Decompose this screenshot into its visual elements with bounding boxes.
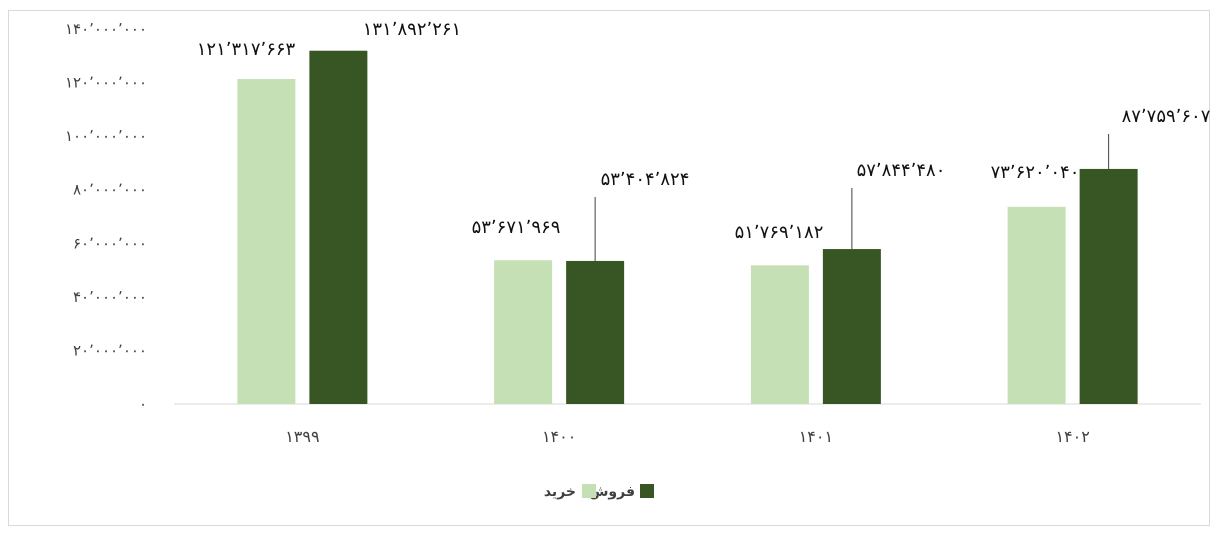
bar-kharid: [1007, 206, 1066, 404]
bar-kharid: [494, 260, 553, 404]
bar-chart: ۰ ۲۰٬۰۰۰٬۰۰۰ ۴۰٬۰۰۰٬۰۰۰ ۶۰٬۰۰۰٬۰۰۰ ۸۰٬۰۰۰٬۰۰…: [65, 19, 1211, 500]
bar-forush: [566, 260, 625, 404]
data-label: ۸۷٬۷۵۹٬۶۰۷: [1122, 106, 1211, 127]
bar-kharid: [750, 265, 809, 404]
y-tick-label: ۱۴۰٬۰۰۰٬۰۰۰: [65, 20, 147, 38]
data-label: ۵۳٬۴۰۴٬۸۲۴: [601, 169, 690, 190]
y-tick-label: ۸۰٬۰۰۰٬۰۰۰: [73, 181, 147, 199]
x-tick-label: ۱۴۰۲: [1055, 427, 1089, 446]
y-tick-label: ۰: [139, 395, 147, 413]
data-label: ۵۱٬۷۶۹٬۱۸۲: [735, 222, 824, 243]
x-tick-label: ۱۴۰۰: [542, 427, 576, 446]
legend-label-kharid: خرید: [544, 484, 576, 500]
bar-forush: [822, 249, 881, 404]
x-tick-label: ۱۴۰۱: [799, 427, 833, 446]
legend-swatch-kharid: [582, 484, 596, 498]
data-label: ۷۳٬۶۲۰٬۰۴۰: [991, 162, 1080, 183]
x-tick-label: ۱۳۹۹: [285, 427, 319, 446]
legend-label-forush: فروش: [589, 484, 635, 500]
y-tick-label: ۲۰٬۰۰۰٬۰۰۰: [73, 341, 147, 359]
bar-forush: [1079, 168, 1138, 404]
y-tick-label: ۱۰۰٬۰۰۰٬۰۰۰: [65, 127, 147, 145]
data-label: ۵۳٬۶۷۱٬۹۶۹: [472, 217, 561, 238]
y-tick-label: ۶۰٬۰۰۰٬۰۰۰: [73, 234, 147, 252]
bar-forush: [309, 50, 368, 404]
bar-kharid: [237, 79, 296, 404]
data-label: ۵۷٬۸۴۴٬۴۸۰: [857, 160, 946, 181]
data-label: ۱۳۱٬۸۹۲٬۲۶۱: [363, 19, 461, 40]
chart-frame: ۰ ۲۰٬۰۰۰٬۰۰۰ ۴۰٬۰۰۰٬۰۰۰ ۶۰٬۰۰۰٬۰۰۰ ۸۰٬۰۰۰٬۰۰…: [8, 10, 1211, 526]
y-tick-label: ۴۰٬۰۰۰٬۰۰۰: [73, 288, 147, 306]
y-tick-label: ۱۲۰٬۰۰۰٬۰۰۰: [65, 74, 147, 92]
data-label: ۱۲۱٬۳۱۷٬۶۶۳: [197, 39, 296, 60]
legend-swatch-forush: [640, 484, 654, 498]
